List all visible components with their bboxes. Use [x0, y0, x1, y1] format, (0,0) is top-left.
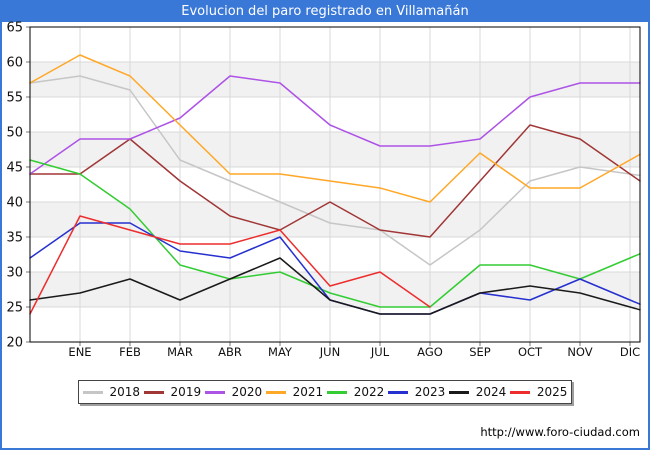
- legend-item-2020: 2020: [204, 385, 263, 399]
- legend-item-2022: 2022: [326, 385, 385, 399]
- x-axis-label: ENE: [68, 345, 91, 359]
- legend-item-2023: 2023: [387, 385, 446, 399]
- x-axis-label: JUL: [370, 345, 390, 359]
- chart-title: Evolucion del paro registrado en Villama…: [181, 4, 469, 19]
- legend-item-2018: 2018: [82, 385, 141, 399]
- legend-swatch-2020: [204, 390, 225, 394]
- plot-band: [30, 132, 640, 167]
- series-line-2021: [29, 54, 641, 203]
- legend-label-2022: 2022: [353, 385, 385, 399]
- x-axis-label: OCT: [518, 345, 543, 359]
- chart-legend: 2018 2019 2020 2021 2022 2023 2024 2025: [78, 380, 572, 404]
- plot-border: [29, 26, 641, 343]
- series-line-2018: [29, 75, 641, 266]
- legend-label-2021: 2021: [292, 385, 324, 399]
- legend-label-2020: 2020: [231, 385, 263, 399]
- legend-label-2018: 2018: [109, 385, 141, 399]
- legend-item-2019: 2019: [143, 385, 202, 399]
- y-axis-label: 55: [6, 91, 23, 106]
- legend-swatch-2021: [265, 390, 286, 394]
- series-line-2024: [29, 257, 641, 315]
- y-axis-label: 25: [6, 301, 23, 316]
- y-axis-label: 65: [6, 21, 23, 36]
- legend-item-2024: 2024: [448, 385, 507, 399]
- x-axis-label: SEP: [469, 345, 491, 359]
- y-axis-label: 50: [6, 126, 23, 141]
- x-axis-label: JUN: [319, 345, 340, 359]
- y-axis-label: 60: [6, 56, 23, 71]
- x-axis-label: FEB: [119, 345, 141, 359]
- x-axis-label: AGO: [417, 345, 443, 359]
- legend-swatch-2018: [82, 390, 103, 394]
- legend-swatch-2022: [326, 390, 347, 394]
- legend-label-2023: 2023: [414, 385, 446, 399]
- x-axis-label: MAY: [268, 345, 293, 359]
- y-axis-label: 40: [6, 196, 23, 211]
- legend-item-2025: 2025: [509, 385, 568, 399]
- legend-item-2021: 2021: [265, 385, 324, 399]
- legend-swatch-2019: [143, 390, 164, 394]
- plot-band: [30, 202, 640, 237]
- footer-url[interactable]: http://www.foro-ciudad.com: [480, 425, 640, 439]
- legend-swatch-2025: [509, 390, 530, 394]
- legend-label-2025: 2025: [536, 385, 568, 399]
- series-line-2025: [29, 215, 431, 315]
- chart-title-bar: Evolucion del paro registrado en Villama…: [2, 2, 648, 22]
- y-axis-label: 20: [6, 336, 23, 351]
- legend-swatch-2023: [387, 390, 408, 394]
- y-axis-label: 30: [6, 266, 23, 281]
- x-axis-label: MAR: [167, 345, 193, 359]
- footer: http://www.foro-ciudad.com: [480, 425, 640, 439]
- y-axis-label: 45: [6, 161, 23, 176]
- x-axis-label: DIC: [620, 345, 640, 359]
- series-line-2022: [29, 159, 641, 308]
- legend-label-2019: 2019: [170, 385, 202, 399]
- legend-swatch-2024: [448, 390, 469, 394]
- series-line-2019: [29, 124, 641, 238]
- x-axis-label: NOV: [567, 345, 592, 359]
- y-axis-label: 35: [6, 231, 23, 246]
- x-axis-label: ABR: [218, 345, 242, 359]
- series-line-2020: [29, 75, 641, 175]
- legend-label-2024: 2024: [475, 385, 507, 399]
